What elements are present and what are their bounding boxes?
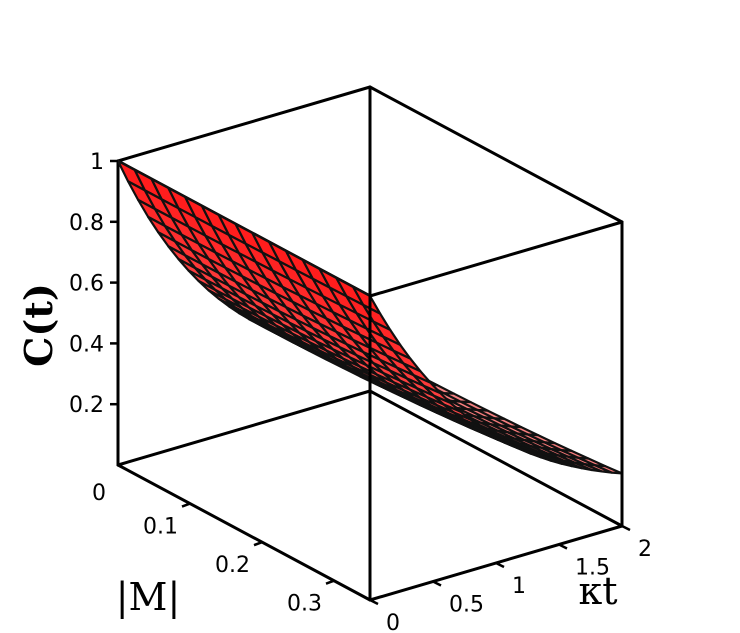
x-tick-mark <box>495 561 505 569</box>
z-tick-label: 0.8 <box>69 211 104 236</box>
x-tick-mark <box>369 598 379 606</box>
box-edge-top-back <box>116 85 372 163</box>
z-tick-label: 0.4 <box>69 332 104 357</box>
z-tick-label: 1 <box>90 150 104 175</box>
x-tick-label: 0 <box>386 611 400 633</box>
z-tick-label: 0.2 <box>69 393 104 418</box>
box-edge-floor-left <box>116 463 372 602</box>
y-tick-label: 0.2 <box>215 553 250 578</box>
x-tick-mark <box>621 524 631 532</box>
x-tick-label: 1 <box>512 574 526 599</box>
tick-labels: 0.2 0.4 0.6 0.8 1 0 0.1 0.2 0.3 0 0.5 1 1.5 2 <box>69 150 652 633</box>
y-tick-label: 0.3 <box>287 592 322 617</box>
box-edge-top-front <box>368 220 624 298</box>
x-tick-label: 0.5 <box>449 593 484 618</box>
y-tick-mark <box>325 579 335 585</box>
box-edge-floor-right <box>368 389 624 528</box>
x-tick-label: 2 <box>638 537 652 562</box>
y-tick-label: 0 <box>92 481 106 506</box>
y-axis-title: |M| <box>116 575 181 619</box>
z-axis-title: C(t) <box>16 283 61 367</box>
x-tick-mark <box>432 580 442 587</box>
front-box-lines <box>368 85 624 602</box>
x-tick-label: 1.5 <box>575 556 610 581</box>
z-tick-label: 0.6 <box>69 272 104 297</box>
y-tick-label: 0.1 <box>143 515 178 540</box>
y-tick-mark <box>253 540 263 547</box>
x-tick-mark <box>558 543 568 550</box>
y-tick-mark <box>181 502 191 508</box>
box-edge-top-right <box>368 85 624 224</box>
x-axis-title: κt <box>578 569 617 613</box>
box-edge-floor-back <box>116 389 372 467</box>
surface-mesh <box>116 159 624 475</box>
